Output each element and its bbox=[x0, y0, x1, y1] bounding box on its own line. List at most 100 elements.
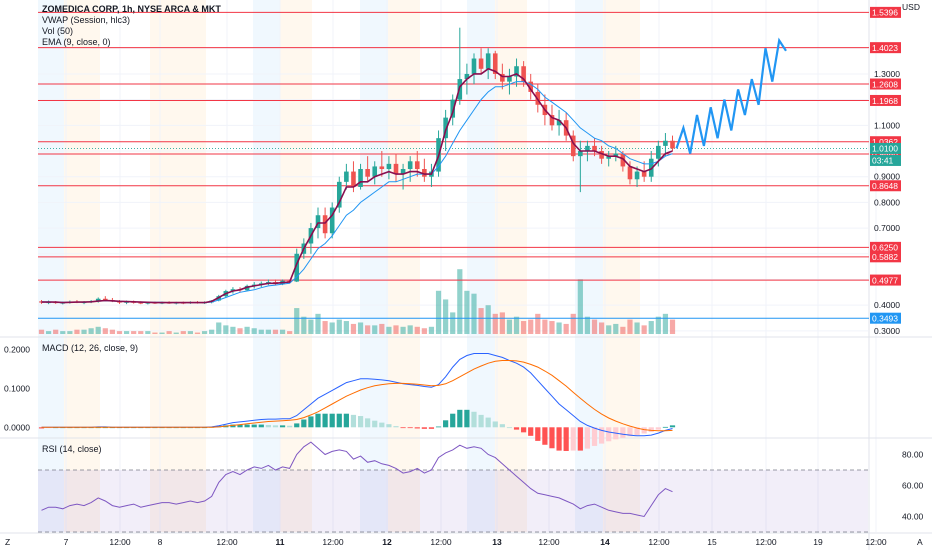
candle-body[interactable] bbox=[521, 66, 526, 82]
candle-body[interactable] bbox=[634, 171, 640, 180]
level-price-label[interactable] bbox=[870, 42, 901, 54]
symbol-title[interactable]: ZOMEDICA CORP, 1h, NYSE ARCA & MKT bbox=[42, 4, 221, 14]
volume-bar bbox=[648, 321, 654, 334]
study-ema[interactable]: EMA (9, close, 0) bbox=[42, 37, 111, 47]
candle-body[interactable] bbox=[138, 302, 144, 304]
candle-body[interactable] bbox=[450, 99, 456, 118]
candle-body[interactable] bbox=[244, 285, 250, 291]
candle-body[interactable] bbox=[500, 73, 505, 82]
candle-body[interactable] bbox=[514, 66, 519, 77]
candle-body[interactable] bbox=[478, 58, 484, 69]
candle-body[interactable] bbox=[606, 156, 611, 159]
candle-body[interactable] bbox=[556, 120, 562, 126]
candle-body[interactable] bbox=[464, 73, 470, 80]
candle-body[interactable] bbox=[599, 151, 604, 159]
candle-body[interactable] bbox=[351, 171, 356, 187]
volume-bar bbox=[180, 331, 186, 334]
bar-countdown-label[interactable] bbox=[870, 154, 901, 166]
candle-body[interactable] bbox=[379, 166, 385, 169]
macd-legend[interactable]: MACD (12, 26, close, 9) bbox=[42, 343, 139, 353]
volume-bar bbox=[620, 326, 626, 334]
candle-body[interactable] bbox=[400, 169, 406, 175]
level-price-label-text: 1.4023 bbox=[872, 43, 898, 53]
candle-body[interactable] bbox=[95, 298, 101, 302]
candle-body[interactable] bbox=[670, 140, 675, 149]
candle-body[interactable] bbox=[492, 53, 498, 74]
volume-bar bbox=[627, 319, 633, 334]
candle-body[interactable] bbox=[365, 169, 370, 177]
candle-body[interactable] bbox=[641, 171, 647, 177]
candle-body[interactable] bbox=[570, 135, 576, 157]
candle-body[interactable] bbox=[315, 215, 321, 229]
level-price-label[interactable] bbox=[870, 6, 901, 18]
blue-level-label[interactable] bbox=[870, 312, 901, 324]
level-price-label[interactable] bbox=[870, 180, 901, 192]
candle-body[interactable] bbox=[663, 140, 668, 146]
level-price-label[interactable] bbox=[870, 274, 901, 286]
level-price-label[interactable] bbox=[870, 241, 901, 253]
level-price-label[interactable] bbox=[870, 251, 901, 263]
candle-body[interactable] bbox=[329, 207, 335, 234]
time-axis-tick: 12:00 bbox=[109, 537, 131, 547]
candle-body[interactable] bbox=[592, 145, 597, 152]
rsi-legend[interactable]: RSI (14, close) bbox=[42, 444, 102, 454]
volume-bar bbox=[123, 331, 130, 334]
candle-body[interactable] bbox=[627, 166, 633, 180]
candle-body[interactable] bbox=[471, 58, 477, 74]
candle-body[interactable] bbox=[294, 253, 300, 282]
currency-label: USD bbox=[902, 2, 920, 12]
volume-bar bbox=[343, 321, 349, 334]
last-price-label[interactable] bbox=[870, 142, 901, 154]
candle-body[interactable] bbox=[528, 81, 534, 92]
candle-body[interactable] bbox=[414, 161, 420, 169]
candle-body[interactable] bbox=[656, 145, 661, 159]
candle-body[interactable] bbox=[322, 215, 328, 234]
level-price-label[interactable] bbox=[870, 136, 901, 148]
time-axis-tick: 12:00 bbox=[865, 537, 887, 547]
projection-drawing[interactable] bbox=[675, 37, 787, 154]
volume-bar bbox=[251, 328, 257, 334]
candle-body[interactable] bbox=[613, 153, 619, 157]
rsi-pane[interactable] bbox=[38, 441, 868, 533]
candle-body[interactable] bbox=[443, 117, 448, 139]
volume-bar bbox=[194, 332, 201, 334]
candle-body[interactable] bbox=[585, 145, 590, 152]
candle-body[interactable] bbox=[578, 151, 583, 157]
candle-body[interactable] bbox=[393, 163, 399, 175]
level-price-label[interactable] bbox=[870, 94, 901, 106]
candle-body[interactable] bbox=[620, 153, 626, 167]
time-axis-tick: 11 bbox=[276, 537, 285, 547]
macd-histogram-bar bbox=[662, 426, 669, 428]
candle-body[interactable] bbox=[372, 166, 378, 177]
candle-body[interactable] bbox=[344, 171, 349, 182]
macd-histogram-bar bbox=[237, 424, 243, 428]
candle-body[interactable] bbox=[407, 161, 413, 169]
corner-left-label[interactable]: Z bbox=[5, 537, 10, 547]
candle-body[interactable] bbox=[422, 169, 427, 177]
axes: 0.30000.40000.50000.60000.70000.80000.90… bbox=[4, 2, 924, 547]
candle-body[interactable] bbox=[648, 158, 654, 177]
price-pane[interactable] bbox=[38, 11, 869, 334]
volume-bar bbox=[613, 323, 619, 334]
macd-histogram-bar bbox=[471, 411, 477, 428]
time-axis-tick: 12:00 bbox=[755, 537, 777, 547]
corner-right-label[interactable]: A bbox=[917, 537, 923, 547]
time-axis-tick: 7 bbox=[64, 537, 69, 547]
macd-histogram-bar bbox=[294, 423, 300, 428]
candle-body[interactable] bbox=[549, 115, 555, 126]
volume-bar bbox=[535, 313, 541, 334]
candle-body[interactable] bbox=[386, 163, 392, 169]
study-volume[interactable]: Vol (50) bbox=[42, 26, 74, 36]
candle-body[interactable] bbox=[485, 53, 491, 69]
macd-pane[interactable] bbox=[38, 353, 676, 451]
candle-body[interactable] bbox=[507, 76, 512, 82]
volume-bar bbox=[365, 325, 371, 334]
candle-body[interactable] bbox=[230, 289, 236, 292]
study-vwap[interactable]: VWAP (Session, hlc3) bbox=[42, 15, 131, 25]
level-price-label-text: 0.8648 bbox=[872, 181, 898, 191]
level-price-label[interactable] bbox=[870, 78, 901, 90]
candle-body[interactable] bbox=[358, 169, 363, 187]
candle-body[interactable] bbox=[336, 181, 342, 208]
candle-body[interactable] bbox=[103, 298, 108, 301]
